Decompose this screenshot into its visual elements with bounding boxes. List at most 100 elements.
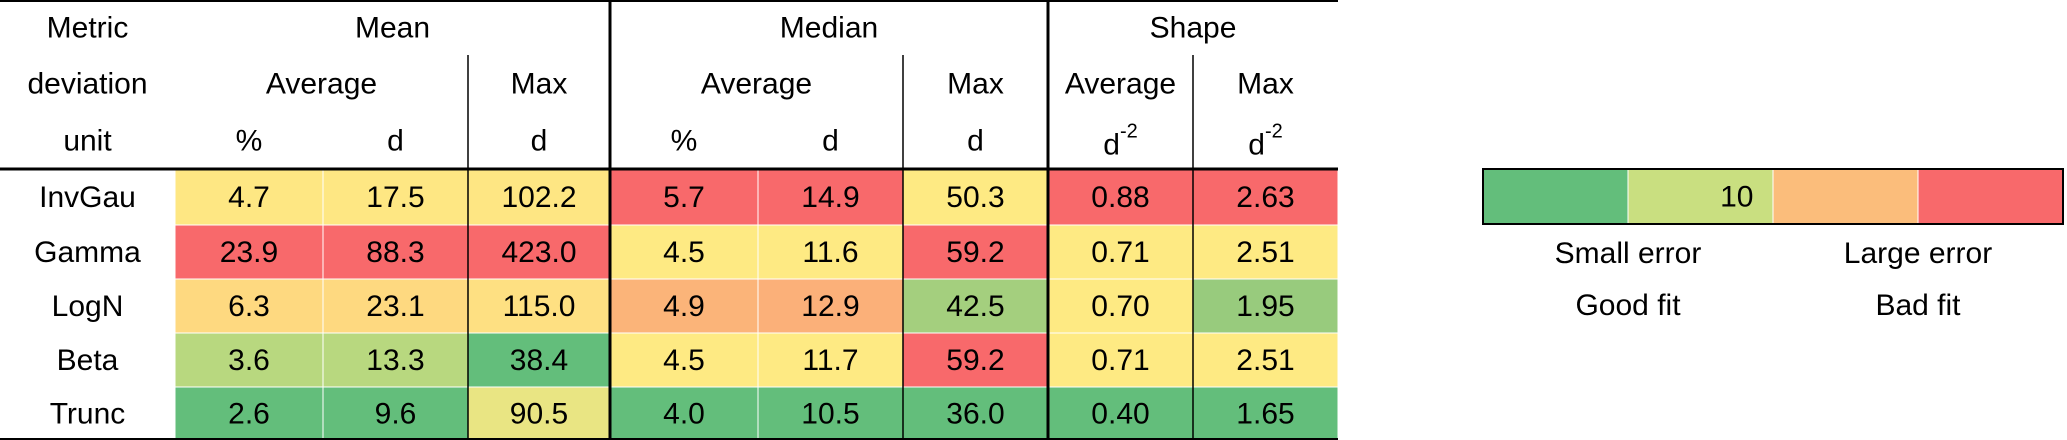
cell: 36.0 xyxy=(946,397,1004,430)
legend-swatch xyxy=(1917,168,2064,225)
cell-bg xyxy=(609,278,759,334)
cell: 17.5 xyxy=(366,181,424,214)
cell: 90.5 xyxy=(510,397,568,430)
legend-swatch xyxy=(1627,168,1774,225)
cell: 115.0 xyxy=(503,290,576,323)
cell-bg xyxy=(322,224,469,280)
cell: 2.6 xyxy=(228,397,270,430)
cell-bg xyxy=(1192,278,1339,334)
unit-sup: -2 xyxy=(1265,121,1283,143)
cell: 4.7 xyxy=(228,181,270,214)
cell-bg xyxy=(467,168,611,226)
cell: 11.6 xyxy=(802,236,858,269)
cell: 38.4 xyxy=(510,344,568,377)
cell-bg xyxy=(174,168,324,226)
cell-bg xyxy=(609,224,759,280)
header-cell: d xyxy=(967,124,984,157)
cell: 2.51 xyxy=(1236,344,1294,377)
header-cell: Max xyxy=(1237,67,1294,100)
unit-sup: -2 xyxy=(1120,121,1138,143)
header-cell: Median xyxy=(780,11,878,44)
header-cell: d xyxy=(531,124,548,157)
cell-bg xyxy=(757,224,904,280)
cell-bg xyxy=(757,386,904,440)
cell: 23.1 xyxy=(366,290,424,323)
header-cell: Metric xyxy=(47,11,129,44)
header-cell: % xyxy=(671,124,698,157)
cell: 2.63 xyxy=(1236,181,1294,214)
cell: 6.3 xyxy=(228,290,270,323)
cell: 59.2 xyxy=(946,236,1004,269)
cell-bg xyxy=(1047,278,1194,334)
cell: 11.7 xyxy=(802,344,858,377)
cell: 88.3 xyxy=(366,236,424,269)
header-cell: Shape xyxy=(1150,11,1237,44)
cell: 0.71 xyxy=(1091,344,1149,377)
legend-label: Large error xyxy=(1844,237,1992,270)
legend-sublabel: Bad fit xyxy=(1875,289,1961,322)
cell: 12.9 xyxy=(801,290,859,323)
cell: 13.3 xyxy=(366,344,424,377)
cell-bg xyxy=(1192,386,1339,440)
cell: 0.88 xyxy=(1091,181,1149,214)
header-cell: % xyxy=(236,124,263,157)
cell: 4.5 xyxy=(663,344,705,377)
cell-bg xyxy=(902,278,1049,334)
cell: 4.0 xyxy=(663,397,705,430)
header-cell: deviation xyxy=(27,67,147,100)
cell: 50.3 xyxy=(946,181,1004,214)
header-cell: d-2 xyxy=(1103,121,1137,162)
legend-label: Small error xyxy=(1555,237,1702,270)
row-label: LogN xyxy=(52,290,124,323)
cell: 423.0 xyxy=(501,236,576,269)
cell-bg xyxy=(1192,332,1339,388)
header-cell: d-2 xyxy=(1248,121,1282,162)
cell: 1.95 xyxy=(1236,290,1294,323)
cell-bg xyxy=(902,332,1049,388)
cell: 14.9 xyxy=(801,181,859,214)
cell-bg xyxy=(1047,224,1194,280)
cell-bg xyxy=(174,332,324,388)
cell-bg xyxy=(467,386,611,440)
header-cell: unit xyxy=(63,124,112,157)
header-cell: Max xyxy=(947,67,1004,100)
cell-bg xyxy=(902,224,1049,280)
cell-bg xyxy=(1047,332,1194,388)
cell: 42.5 xyxy=(946,290,1004,323)
header-cell: d xyxy=(822,124,839,157)
cell-bg xyxy=(322,278,469,334)
cell-bg xyxy=(757,332,904,388)
legend-frame xyxy=(1482,168,2064,225)
header-cell: Average xyxy=(701,67,812,100)
cell-bg xyxy=(609,386,759,440)
header-cell: d xyxy=(387,124,404,157)
legend-sublabel: Good fit xyxy=(1575,289,1681,322)
cell-bg xyxy=(174,278,324,334)
cell: 23.9 xyxy=(220,236,278,269)
row-label: Gamma xyxy=(34,236,141,269)
legend-swatch xyxy=(1482,168,1629,225)
header-cell: Average xyxy=(266,67,377,100)
cell: 59.2 xyxy=(946,344,1004,377)
legend-faint-text: 10 xyxy=(1720,180,1753,213)
header-cell: Average xyxy=(1065,67,1176,100)
cell: 4.5 xyxy=(663,236,705,269)
cell: 3.6 xyxy=(228,344,270,377)
cell: 10.5 xyxy=(801,397,859,430)
cell-bg xyxy=(322,332,469,388)
cell: 0.40 xyxy=(1091,397,1149,430)
row-label: Trunc xyxy=(50,397,126,430)
legend-swatch xyxy=(1772,168,1919,225)
cell: 9.6 xyxy=(375,397,417,430)
cell: 4.9 xyxy=(663,290,705,323)
cell-bg xyxy=(174,224,324,280)
cell: 1.65 xyxy=(1236,397,1294,430)
cell: 2.51 xyxy=(1236,236,1294,269)
cell: 0.71 xyxy=(1091,236,1149,269)
cell-bg xyxy=(1192,224,1339,280)
row-label: InvGau xyxy=(39,181,136,214)
cell: 102.2 xyxy=(501,181,576,214)
cell-bg xyxy=(1047,168,1194,226)
unit-base: d xyxy=(1248,128,1265,161)
header-cell: Mean xyxy=(355,11,430,44)
